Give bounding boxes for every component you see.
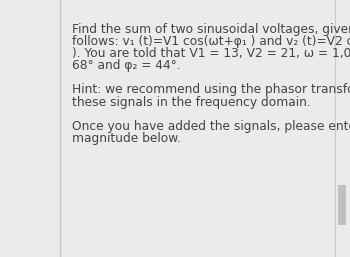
Bar: [338, 185, 346, 225]
Text: 68° and φ₂ = 44°.: 68° and φ₂ = 44°.: [72, 59, 181, 72]
Text: follows: v₁ (t)=V1 cos(ωt+φ₁ ) and v₂ (t)=V2 cos(ωt+φ₂: follows: v₁ (t)=V1 cos(ωt+φ₁ ) and v₂ (t…: [72, 35, 350, 48]
Text: Find the sum of two sinusoidal voltages, given as: Find the sum of two sinusoidal voltages,…: [72, 23, 350, 36]
Text: magnitude below.: magnitude below.: [72, 132, 181, 145]
Text: these signals in the frequency domain.: these signals in the frequency domain.: [72, 96, 311, 108]
Text: ). You are told that V1 = 13, V2 = 21, ω = 1,000, φ₁ =: ). You are told that V1 = 13, V2 = 21, ω…: [72, 47, 350, 60]
Text: Once you have added the signals, please enter the: Once you have added the signals, please …: [72, 120, 350, 133]
Text: Hint: we recommend using the phasor transform to add: Hint: we recommend using the phasor tran…: [72, 83, 350, 96]
